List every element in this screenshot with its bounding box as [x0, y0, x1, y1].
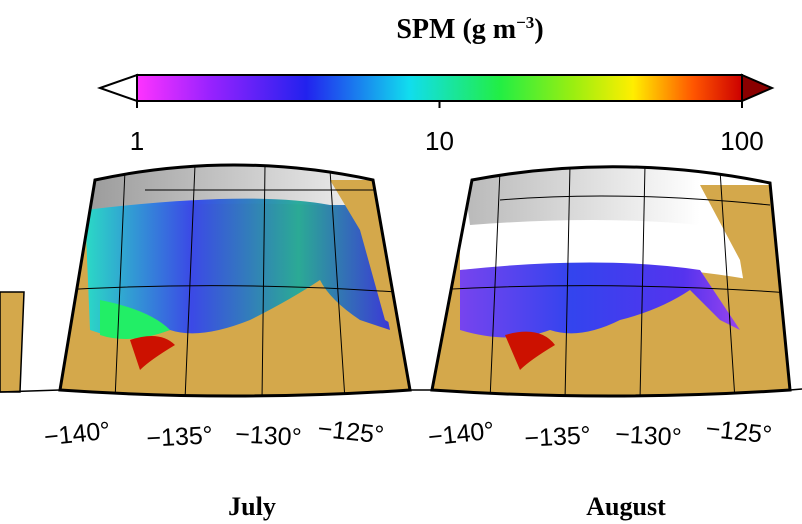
- colorbar-tick-label: 100: [720, 126, 763, 156]
- colorbar-tick-label: 10: [425, 126, 454, 156]
- map-frame: [430, 165, 792, 398]
- lon-label: −130°: [235, 420, 303, 451]
- title-text: SPM (g m: [396, 14, 516, 45]
- lon-label: −140°: [427, 417, 496, 452]
- colorbar-ticks: 1 10 100: [130, 101, 764, 156]
- colorbar-high-arrow: [741, 73, 775, 103]
- colorbar-title: SPM (g m−3): [396, 13, 543, 45]
- lon-label: −125°: [316, 415, 385, 450]
- map-frame: [58, 163, 412, 398]
- lon-label: −135°: [524, 421, 592, 452]
- lon-label: −135°: [146, 421, 214, 452]
- lon-label: −130°: [615, 420, 683, 451]
- partial-map: [0, 291, 25, 393]
- colorbar: [136, 74, 743, 102]
- map-edge: [0, 389, 61, 393]
- lon-labels-july: −140° −135° −130° −125°: [43, 415, 386, 453]
- title-suffix: ): [534, 14, 543, 45]
- lon-label: −140°: [43, 417, 112, 452]
- lon-label: −125°: [704, 415, 773, 450]
- title-superscript: −3: [516, 13, 534, 32]
- map-august: [432, 166, 790, 396]
- colorbar-low-arrow: [96, 73, 138, 103]
- panel-label: July: [228, 492, 276, 521]
- colorbar-tick-label: 1: [130, 126, 144, 156]
- map-edge: [410, 388, 802, 391]
- panel-label: August: [586, 492, 666, 521]
- lon-labels-august: −140° −135° −130° −125°: [427, 415, 774, 453]
- map-july: [60, 165, 410, 396]
